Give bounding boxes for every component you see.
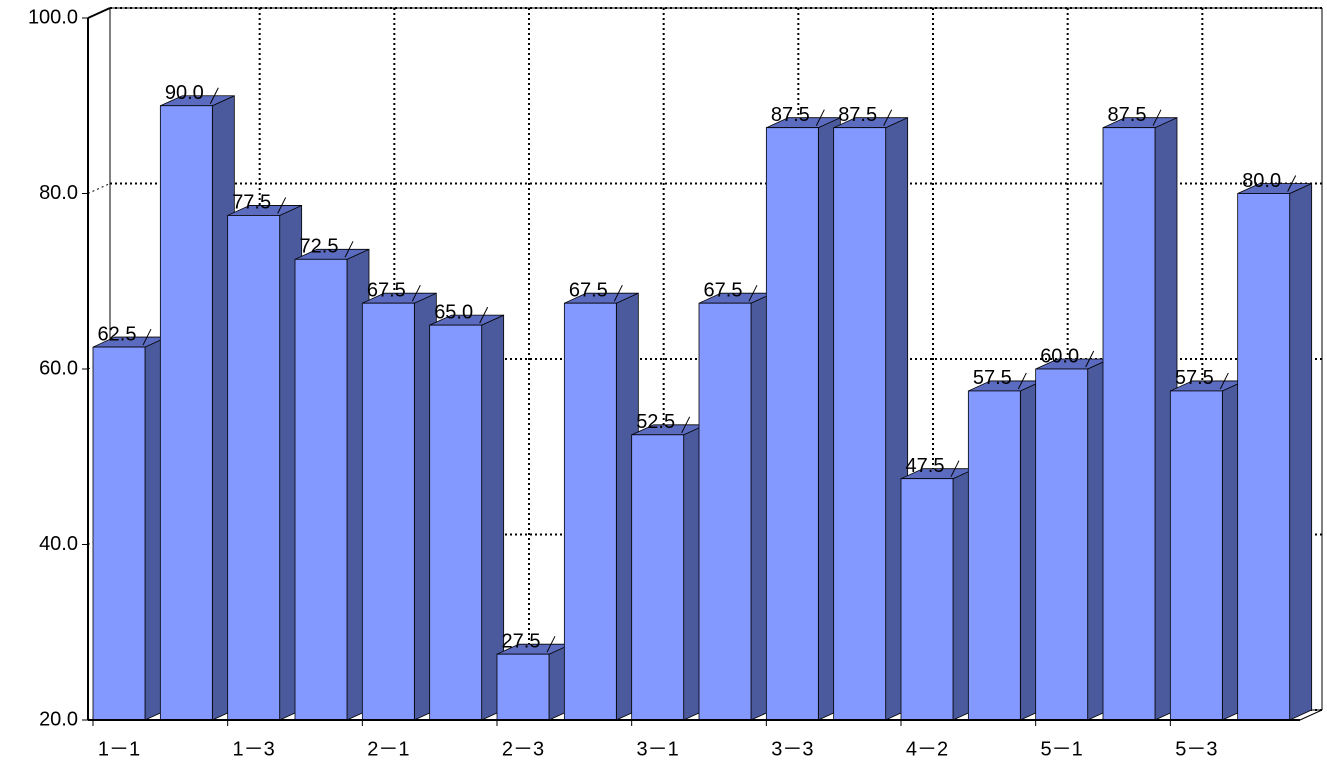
bar (765, 127, 819, 721)
x-tick-label: 2－3 (502, 738, 544, 760)
label-leader (1017, 372, 1027, 390)
y-tick-label: 80.0 (39, 182, 78, 204)
label-leader (1085, 350, 1095, 368)
value-label: 87.5 (771, 104, 810, 126)
label-leader (1152, 109, 1162, 126)
value-label: 72.5 (300, 236, 339, 258)
grid-connector (87, 183, 111, 194)
bar (429, 324, 483, 721)
label-leader (546, 635, 556, 653)
bar (698, 302, 752, 721)
bar (92, 346, 146, 721)
label-leader (209, 87, 219, 104)
label-leader (411, 284, 421, 302)
x-tick-label: 5－3 (1175, 738, 1217, 760)
value-label: 67.5 (367, 279, 406, 301)
label-leader (1219, 372, 1229, 390)
y-tick-label: 60.0 (39, 357, 78, 379)
value-label: 67.5 (569, 279, 608, 301)
bar (1035, 368, 1089, 721)
bar (900, 478, 954, 721)
bar (1169, 390, 1223, 721)
value-label: 47.5 (906, 455, 945, 477)
x-tick-label: 3－1 (637, 738, 679, 760)
value-label: 62.5 (98, 323, 137, 345)
x-tick-label: 1－3 (233, 738, 275, 760)
label-leader (815, 109, 825, 126)
value-label: 87.5 (1108, 104, 1147, 126)
label-leader (950, 460, 960, 477)
label-leader (748, 284, 758, 302)
bar (1102, 127, 1156, 721)
y-tick-label: 40.0 (39, 533, 78, 555)
bar-side (1289, 182, 1313, 721)
value-label: 67.5 (704, 279, 743, 301)
y-axis-top (87, 7, 111, 19)
label-leader (1287, 175, 1297, 192)
bar (563, 302, 617, 721)
y-tick-label: 20.0 (39, 708, 78, 730)
label-leader (479, 306, 489, 324)
bar (227, 215, 281, 721)
label-leader (277, 197, 287, 214)
value-label: 90.0 (165, 82, 204, 104)
value-label: 60.0 (1040, 345, 1079, 367)
bar (967, 390, 1021, 721)
value-label: 52.5 (636, 411, 675, 433)
value-label: 27.5 (502, 630, 541, 652)
value-label: 65.0 (434, 301, 473, 323)
x-tick-label: 4－2 (906, 738, 948, 760)
x-tick-label: 5－1 (1041, 738, 1083, 760)
label-leader (344, 241, 354, 258)
label-leader (613, 284, 623, 302)
bar (1237, 193, 1291, 721)
x-tick-label: 3－3 (771, 738, 813, 760)
bar (361, 302, 415, 721)
x-tick-label: 2－1 (367, 738, 409, 760)
bar (631, 434, 685, 721)
value-label: 57.5 (973, 367, 1012, 389)
bar (294, 258, 348, 721)
x-tick-label: 1－1 (98, 738, 140, 760)
value-label: 87.5 (838, 104, 877, 126)
y-tick-label: 100.0 (28, 6, 78, 28)
floor-right (1299, 709, 1323, 721)
bar (496, 653, 550, 721)
value-label: 80.0 (1242, 170, 1281, 192)
label-leader (681, 416, 691, 434)
label-leader (883, 109, 893, 126)
bar (159, 105, 213, 721)
label-leader (142, 328, 152, 346)
value-label: 77.5 (232, 192, 271, 214)
value-label: 57.5 (1175, 367, 1214, 389)
bar (833, 127, 887, 721)
